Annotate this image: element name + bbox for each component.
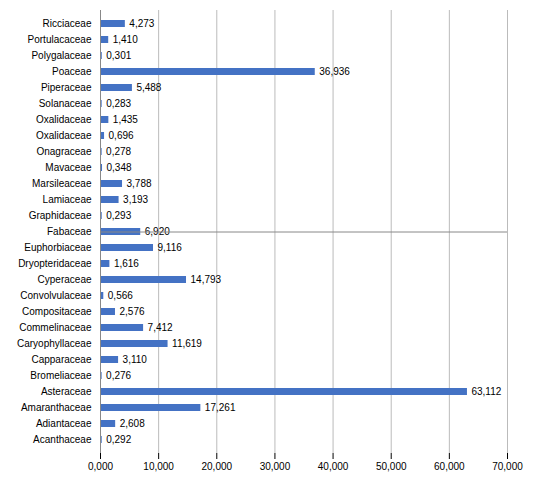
svg-text:11,619: 11,619	[172, 338, 202, 349]
svg-text:Caryophyllaceae: Caryophyllaceae	[17, 338, 92, 349]
svg-text:0,301: 0,301	[106, 50, 131, 61]
svg-text:Adiantaceae: Adiantaceae	[36, 418, 92, 429]
svg-text:Cyperaceae: Cyperaceae	[38, 274, 92, 285]
svg-text:7,412: 7,412	[148, 322, 173, 333]
svg-text:Asteraceae: Asteraceae	[41, 386, 92, 397]
svg-text:2,608: 2,608	[120, 418, 145, 429]
svg-text:10,000: 10,000	[143, 461, 174, 472]
svg-text:40,000: 40,000	[318, 461, 349, 472]
svg-text:20,000: 20,000	[201, 461, 232, 472]
svg-text:0,696: 0,696	[109, 130, 134, 141]
svg-text:0,292: 0,292	[106, 434, 131, 445]
svg-text:Compositaceae: Compositaceae	[22, 306, 92, 317]
svg-text:4,273: 4,273	[129, 18, 154, 29]
svg-text:0,276: 0,276	[106, 370, 131, 381]
svg-text:0,566: 0,566	[108, 290, 133, 301]
svg-text:Bromeliaceae: Bromeliaceae	[30, 370, 92, 381]
svg-text:Lamiaceae: Lamiaceae	[43, 194, 92, 205]
svg-text:Acanthaceae: Acanthaceae	[33, 434, 92, 445]
svg-text:30,000: 30,000	[260, 461, 291, 472]
svg-text:Onagraceae: Onagraceae	[36, 146, 91, 157]
svg-text:14,793: 14,793	[191, 274, 222, 285]
svg-text:Commelinaceae: Commelinaceae	[19, 322, 92, 333]
svg-text:Piperaceae: Piperaceae	[41, 82, 92, 93]
svg-text:60,000: 60,000	[434, 461, 465, 472]
svg-text:1,410: 1,410	[113, 34, 138, 45]
svg-text:3,788: 3,788	[127, 178, 152, 189]
svg-text:0,293: 0,293	[106, 210, 131, 221]
svg-text:Graphidaceae: Graphidaceae	[29, 210, 92, 221]
svg-text:Portulacaceae: Portulacaceae	[28, 34, 92, 45]
svg-text:Marsileaceae: Marsileaceae	[32, 178, 92, 189]
svg-text:0,283: 0,283	[106, 98, 131, 109]
svg-text:9,116: 9,116	[158, 242, 183, 253]
svg-text:Polygalaceae: Polygalaceae	[31, 50, 91, 61]
svg-text:50,000: 50,000	[376, 461, 407, 472]
svg-text:Fabaceae: Fabaceae	[47, 226, 92, 237]
svg-text:1,435: 1,435	[113, 114, 138, 125]
svg-text:63,112: 63,112	[471, 386, 501, 397]
svg-text:Ricciaceae: Ricciaceae	[43, 18, 92, 29]
svg-text:3,193: 3,193	[123, 194, 148, 205]
svg-text:0,000: 0,000	[88, 461, 113, 472]
svg-text:1,616: 1,616	[114, 258, 139, 269]
svg-text:5,488: 5,488	[136, 82, 161, 93]
svg-text:3,110: 3,110	[123, 354, 148, 365]
svg-text:0,278: 0,278	[106, 146, 131, 157]
svg-text:2,576: 2,576	[119, 306, 144, 317]
svg-text:Convolvulaceae: Convolvulaceae	[20, 290, 92, 301]
svg-text:Euphorbiaceae: Euphorbiaceae	[24, 242, 92, 253]
svg-text:Dryopteridaceae: Dryopteridaceae	[18, 258, 92, 269]
svg-text:Solanaceae: Solanaceae	[39, 98, 92, 109]
svg-text:17,261: 17,261	[205, 402, 236, 413]
svg-text:36,936: 36,936	[319, 66, 350, 77]
svg-text:Capparaceae: Capparaceae	[31, 354, 91, 365]
svg-text:Poaceae: Poaceae	[52, 66, 92, 77]
svg-text:70,000: 70,000	[492, 461, 523, 472]
svg-text:Mavaceae: Mavaceae	[45, 162, 92, 173]
svg-text:Oxalidaceae: Oxalidaceae	[36, 114, 92, 125]
svg-text:6,920: 6,920	[144, 226, 170, 238]
svg-text:Oxalidaceae: Oxalidaceae	[36, 130, 92, 141]
svg-text:Amaranthaceae: Amaranthaceae	[21, 402, 92, 413]
svg-text:0,348: 0,348	[107, 162, 132, 173]
